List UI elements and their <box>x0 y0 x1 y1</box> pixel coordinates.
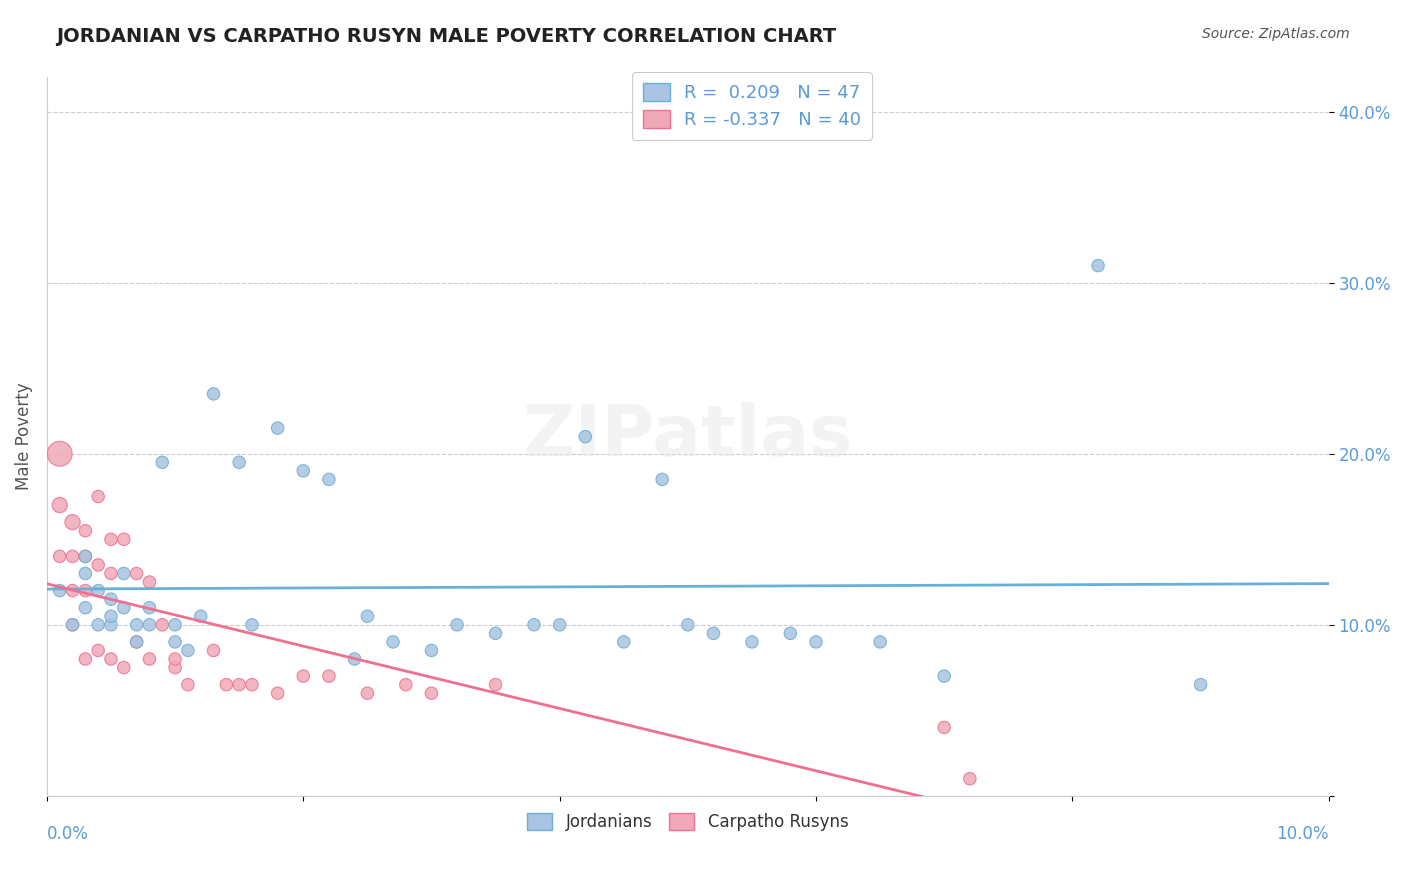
Point <box>190 609 212 624</box>
Point <box>138 600 160 615</box>
Point <box>228 455 250 469</box>
Point <box>150 455 173 469</box>
Point <box>292 669 315 683</box>
Point <box>356 686 378 700</box>
Point <box>112 566 135 581</box>
Point <box>574 430 596 444</box>
Point <box>75 583 97 598</box>
Point <box>87 558 110 572</box>
Point <box>484 626 506 640</box>
Point <box>934 669 956 683</box>
Point <box>523 617 546 632</box>
Text: 10.0%: 10.0% <box>1277 824 1329 843</box>
Point <box>165 617 187 632</box>
Point <box>292 464 315 478</box>
Text: Source: ZipAtlas.com: Source: ZipAtlas.com <box>1202 27 1350 41</box>
Point <box>48 583 70 598</box>
Point <box>266 686 288 700</box>
Point <box>395 678 418 692</box>
Point <box>48 498 70 512</box>
Point <box>100 617 122 632</box>
Point <box>125 635 148 649</box>
Point <box>112 660 135 674</box>
Point <box>112 533 135 547</box>
Point <box>613 635 636 649</box>
Point <box>87 617 110 632</box>
Point <box>779 626 801 640</box>
Point <box>804 635 827 649</box>
Point <box>318 669 340 683</box>
Point <box>75 566 97 581</box>
Point <box>62 583 84 598</box>
Point <box>420 686 443 700</box>
Point <box>100 609 122 624</box>
Point <box>228 678 250 692</box>
Point <box>100 652 122 666</box>
Point <box>75 549 97 564</box>
Point <box>62 617 84 632</box>
Point <box>62 549 84 564</box>
Point <box>75 652 97 666</box>
Text: ZIPatlas: ZIPatlas <box>523 402 853 471</box>
Point <box>62 515 84 529</box>
Point <box>548 617 571 632</box>
Point <box>202 643 225 657</box>
Y-axis label: Male Poverty: Male Poverty <box>15 383 32 491</box>
Point <box>87 643 110 657</box>
Text: 0.0%: 0.0% <box>46 824 89 843</box>
Point <box>177 678 200 692</box>
Point <box>100 533 122 547</box>
Point <box>702 626 724 640</box>
Point <box>150 617 173 632</box>
Point <box>1087 259 1109 273</box>
Point <box>112 600 135 615</box>
Point <box>125 617 148 632</box>
Point <box>484 678 506 692</box>
Text: JORDANIAN VS CARPATHO RUSYN MALE POVERTY CORRELATION CHART: JORDANIAN VS CARPATHO RUSYN MALE POVERTY… <box>56 27 837 45</box>
Point <box>100 566 122 581</box>
Point <box>959 772 981 786</box>
Point <box>676 617 699 632</box>
Point <box>1189 678 1212 692</box>
Point <box>177 643 200 657</box>
Point <box>75 524 97 538</box>
Point <box>446 617 468 632</box>
Point <box>420 643 443 657</box>
Legend: Jordanians, Carpatho Rusyns: Jordanians, Carpatho Rusyns <box>520 806 855 838</box>
Point <box>343 652 366 666</box>
Point <box>138 652 160 666</box>
Point <box>215 678 238 692</box>
Point <box>165 635 187 649</box>
Point <box>48 549 70 564</box>
Point <box>318 472 340 486</box>
Point <box>138 575 160 590</box>
Point <box>651 472 673 486</box>
Point <box>934 721 956 735</box>
Point <box>165 660 187 674</box>
Point <box>382 635 405 649</box>
Point <box>741 635 763 649</box>
Point <box>202 387 225 401</box>
Point <box>266 421 288 435</box>
Point <box>87 583 110 598</box>
Point <box>100 592 122 607</box>
Point <box>48 447 70 461</box>
Point <box>138 617 160 632</box>
Point <box>87 490 110 504</box>
Point <box>165 652 187 666</box>
Point <box>75 549 97 564</box>
Point <box>62 617 84 632</box>
Point <box>356 609 378 624</box>
Point <box>75 600 97 615</box>
Point <box>125 566 148 581</box>
Point <box>125 635 148 649</box>
Point <box>869 635 891 649</box>
Point <box>240 678 263 692</box>
Point <box>240 617 263 632</box>
